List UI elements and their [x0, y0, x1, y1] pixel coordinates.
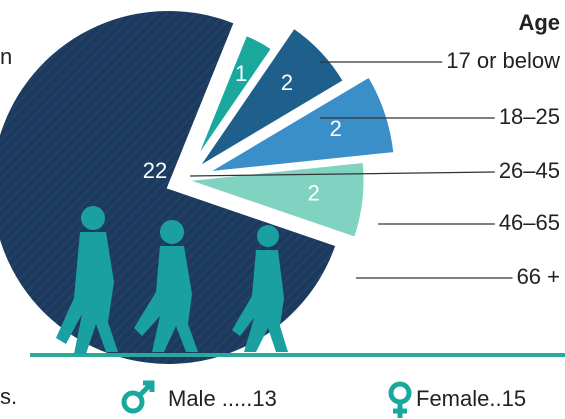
value-label: 1	[235, 61, 247, 86]
legend-value: 13	[252, 386, 276, 411]
legend-male: Male .....13	[168, 386, 277, 411]
category-label: 26–45	[499, 158, 560, 183]
category-label: 18–25	[499, 104, 560, 129]
male-symbol	[121, 380, 155, 414]
category-label: 66 +	[517, 264, 560, 289]
category-label: 46–65	[499, 210, 560, 235]
value-label: 2	[281, 70, 293, 95]
pie-slice	[195, 25, 347, 171]
legend-value: 15	[502, 386, 526, 411]
cut-text: n	[0, 44, 12, 69]
children-silhouettes	[56, 206, 288, 354]
chart-title: Age	[518, 10, 560, 35]
legend-female: Female..15	[416, 386, 526, 411]
legend-label: Female..	[416, 386, 502, 411]
value-label: 22	[143, 158, 167, 183]
female-symbol	[388, 381, 412, 418]
category-label: 17 or below	[446, 48, 560, 73]
legend-label: Male .....	[168, 386, 252, 411]
cut-text: s.	[0, 384, 17, 409]
pie-slice	[192, 32, 275, 165]
pie-slice	[184, 159, 367, 241]
value-label: 2	[330, 116, 342, 141]
leader-line	[189, 171, 495, 177]
value-label: 2	[308, 180, 320, 205]
pie-slice	[205, 73, 397, 175]
